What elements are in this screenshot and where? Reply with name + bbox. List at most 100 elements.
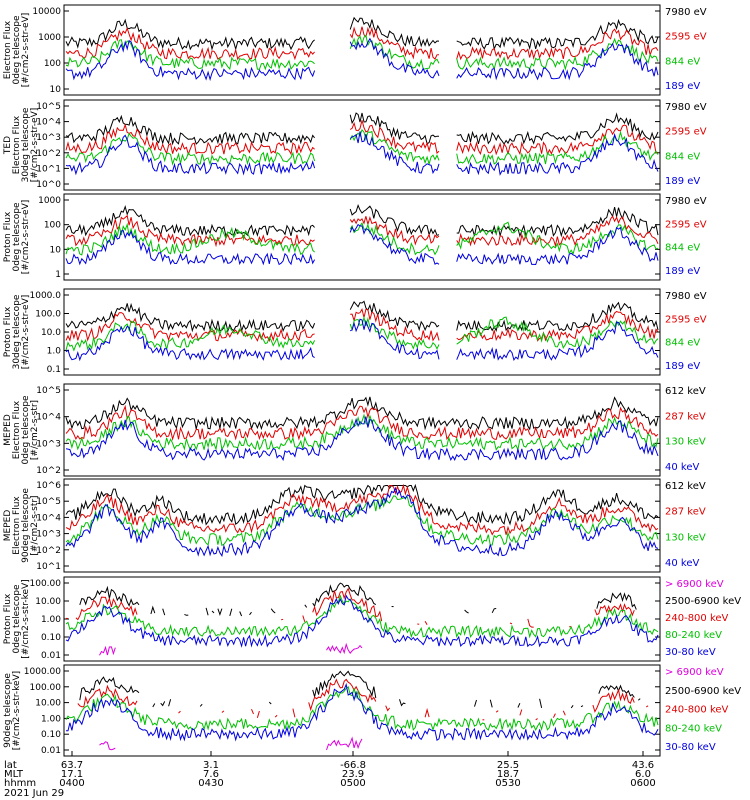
series-trace-4 bbox=[65, 416, 659, 462]
y-tick-label: 1000.00 bbox=[24, 667, 61, 677]
y-tick-label: 1.0 bbox=[47, 347, 62, 357]
series-trace-4 bbox=[349, 318, 440, 360]
y-axis-label: [#/cm2-s-str-keV] bbox=[12, 671, 22, 750]
x-tick-time: 0500 bbox=[340, 778, 365, 789]
legend-entry: 844 eV bbox=[665, 338, 700, 349]
y-tick-label: 1 bbox=[55, 270, 61, 280]
series-trace-2 bbox=[79, 676, 140, 701]
y-tick-label: 1000 bbox=[38, 33, 61, 43]
panel-3 bbox=[63, 193, 661, 281]
y-tick-label: 1000 bbox=[38, 196, 61, 206]
y-tick-label: 10^4 bbox=[36, 513, 61, 523]
series-trace-4 bbox=[65, 325, 315, 362]
y-tick-label: 0.10 bbox=[41, 633, 61, 643]
series-trace-3 bbox=[592, 688, 635, 713]
x-tick-time: 0600 bbox=[630, 778, 655, 789]
y-tick-label: 10 bbox=[50, 85, 62, 95]
series-trace-4 bbox=[456, 132, 659, 176]
legend-entry: 189 eV bbox=[665, 176, 700, 187]
series-trace-1 bbox=[99, 741, 116, 751]
series-trace-3 bbox=[65, 320, 316, 352]
series-trace-3 bbox=[256, 710, 260, 718]
series-trace-2 bbox=[239, 611, 243, 617]
y-tick-label: 10.00 bbox=[35, 699, 61, 709]
series-trace-2 bbox=[456, 28, 659, 61]
series-trace-3 bbox=[645, 705, 649, 708]
panel-2 bbox=[63, 99, 661, 191]
series-trace-5 bbox=[65, 594, 659, 648]
y-tick-label: 10^3 bbox=[36, 439, 61, 449]
y-axis-label: [#/cm2-s-str] bbox=[30, 400, 40, 460]
series-trace-1 bbox=[456, 301, 659, 333]
y-tick-label: 10.00 bbox=[35, 597, 61, 607]
series-trace-4 bbox=[65, 486, 659, 557]
y-tick-label: 0.01 bbox=[41, 746, 61, 756]
legend-entry: 7980 eV bbox=[665, 196, 707, 207]
x-tick-time: 0530 bbox=[495, 778, 520, 789]
y-axis-label: [#/cm2-s-str-eV] bbox=[21, 295, 31, 370]
series-trace-2 bbox=[350, 307, 440, 342]
x-tick-time: 0400 bbox=[59, 778, 84, 789]
y-tick-label: 10000 bbox=[32, 7, 61, 17]
series-trace-4 bbox=[456, 321, 659, 362]
panel-frame bbox=[63, 4, 661, 96]
series-trace-2 bbox=[456, 215, 659, 248]
series-trace-2 bbox=[491, 608, 497, 614]
legend-entry: 2595 eV bbox=[665, 219, 707, 230]
series-trace-1 bbox=[326, 642, 363, 655]
panel-5 bbox=[63, 383, 661, 477]
series-trace-3 bbox=[495, 710, 499, 713]
series-trace-4 bbox=[65, 134, 316, 176]
series-trace-2 bbox=[65, 312, 315, 343]
y-axis-label: 30deg telescope bbox=[12, 294, 22, 369]
y-axis-label: Electron Flux bbox=[3, 20, 13, 79]
series-trace-4 bbox=[456, 42, 659, 81]
y-axis-label: 90deg telescope bbox=[3, 673, 13, 748]
series-trace-3 bbox=[349, 34, 440, 70]
series-trace-1 bbox=[65, 205, 315, 237]
series-trace-3 bbox=[535, 718, 538, 721]
series-trace-3 bbox=[456, 316, 659, 349]
y-tick-label: 10 bbox=[50, 245, 62, 255]
series-trace-3 bbox=[385, 705, 391, 712]
x-tick-mlt: 23.9 bbox=[342, 769, 364, 780]
series-trace-1 bbox=[456, 112, 659, 145]
x-tick-lat: -66.8 bbox=[340, 760, 366, 771]
legend-entry: 7980 eV bbox=[665, 102, 707, 113]
series-trace-3 bbox=[594, 603, 635, 617]
x-row-label: MLT bbox=[4, 769, 24, 780]
date-label: 2021 Jun 29 bbox=[4, 788, 64, 799]
x-tick-mlt: 18.7 bbox=[497, 769, 519, 780]
y-axis-label: Proton Flux bbox=[3, 211, 13, 262]
legend-entry: 2500-6900 keV bbox=[665, 596, 741, 607]
series-trace-2 bbox=[150, 605, 156, 615]
series-trace-2 bbox=[65, 27, 315, 61]
series-trace-5 bbox=[66, 682, 659, 742]
legend-entry: 287 keV bbox=[665, 411, 706, 422]
legend-entry: 80-240 keV bbox=[665, 630, 722, 641]
series-trace-2 bbox=[65, 214, 315, 248]
legend-entry: 844 eV bbox=[665, 243, 700, 254]
panel-frame bbox=[63, 99, 661, 191]
y-tick-label: 10^2 bbox=[36, 149, 61, 159]
legend-entry: 189 eV bbox=[665, 361, 700, 372]
y-tick-label: 10.0 bbox=[41, 328, 61, 338]
legend-entry: 40 keV bbox=[665, 558, 699, 569]
series-trace-4 bbox=[65, 594, 659, 639]
series-trace-4 bbox=[349, 223, 440, 265]
y-tick-label: 1000.0 bbox=[30, 291, 62, 301]
x-tick-mlt: 6.0 bbox=[635, 769, 651, 780]
x-tick-mlt: 17.1 bbox=[61, 769, 83, 780]
y-tick-label: 100 bbox=[44, 221, 61, 231]
legend-entry: 240-800 keV bbox=[665, 613, 729, 624]
y-axis-label: Proton Flux bbox=[3, 593, 13, 644]
y-axis-label: 0deg telescope bbox=[12, 202, 22, 272]
y-axis-label: 0deg telescope bbox=[12, 584, 22, 654]
series-trace-2 bbox=[596, 592, 637, 610]
y-axis-label: 30deg telescope bbox=[21, 107, 31, 182]
series-trace-1 bbox=[456, 18, 659, 51]
series-trace-1 bbox=[65, 483, 659, 526]
y-axis-label: Electron Flux bbox=[12, 400, 22, 459]
series-trace-2 bbox=[217, 608, 223, 617]
